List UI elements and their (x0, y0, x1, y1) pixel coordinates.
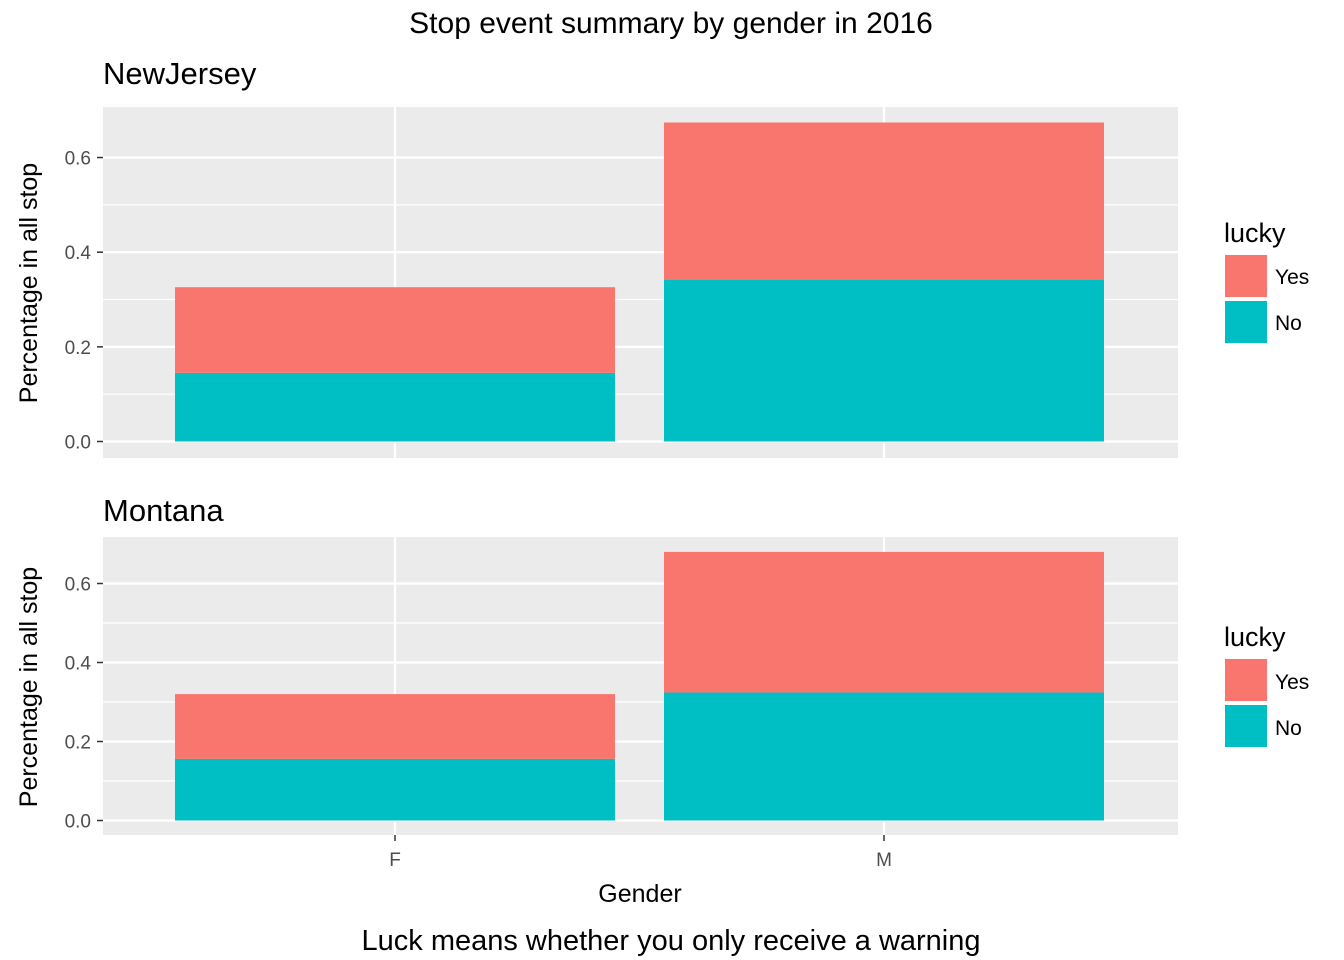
y-tick-label: 0.6 (65, 575, 91, 596)
y-tick-label: 0.2 (65, 733, 91, 754)
y-axis-label: Percentage in all stop (15, 163, 43, 403)
x-tick-label: F (389, 850, 401, 871)
y-ticks: 0.0 0.2 0.4 0.6 (65, 149, 103, 454)
y-tick-label: 0.2 (65, 338, 91, 359)
legend: lucky Yes No (1224, 218, 1309, 343)
legend-key-no (1225, 705, 1267, 747)
legend-key-yes (1225, 255, 1267, 297)
y-tick-label: 0.0 (65, 433, 91, 454)
legend-label-yes: Yes (1275, 671, 1309, 694)
bar-m-no (664, 692, 1104, 821)
panel-montana: Montana Percentage in all stop 0.0 0.2 0.4… (15, 493, 1178, 835)
y-tick-label: 0.0 (65, 812, 91, 833)
chart-title: Stop event summary by gender in 2016 (409, 7, 933, 40)
y-tick-label: 0.6 (65, 149, 91, 170)
legend-title: lucky (1224, 622, 1286, 652)
legend-key-no (1225, 301, 1267, 343)
y-tick-label: 0.4 (65, 243, 92, 264)
bar-f-no (175, 372, 615, 442)
bar-m-no (664, 279, 1104, 442)
x-tick-label: M (876, 850, 892, 871)
bar-f-yes (175, 694, 615, 759)
y-axis-label: Percentage in all stop (15, 567, 43, 807)
chart-caption: Luck means whether you only receive a wa… (362, 925, 981, 957)
legend-label-no: No (1275, 717, 1302, 740)
legend: lucky Yes No (1224, 622, 1309, 747)
legend-title: lucky (1224, 218, 1286, 248)
bar-f-yes (175, 287, 615, 373)
legend-label-no: No (1275, 312, 1302, 335)
y-tick-label: 0.4 (65, 654, 92, 675)
legend-key-yes (1225, 659, 1267, 701)
x-axis-label: Gender (598, 880, 681, 908)
y-ticks: 0.0 0.2 0.4 0.6 (65, 575, 103, 833)
bars (175, 551, 1104, 821)
panel-newjersey: NewJersey Percentage in all stop 0.00.20… (15, 56, 1178, 458)
bar-m-yes (664, 122, 1104, 280)
legend-label-yes: Yes (1275, 266, 1309, 289)
bars (175, 122, 1104, 442)
bar-f-no (175, 758, 615, 821)
panel-title: Montana (103, 493, 224, 528)
bar-m-yes (664, 551, 1104, 693)
panel-title: NewJersey (103, 56, 257, 91)
